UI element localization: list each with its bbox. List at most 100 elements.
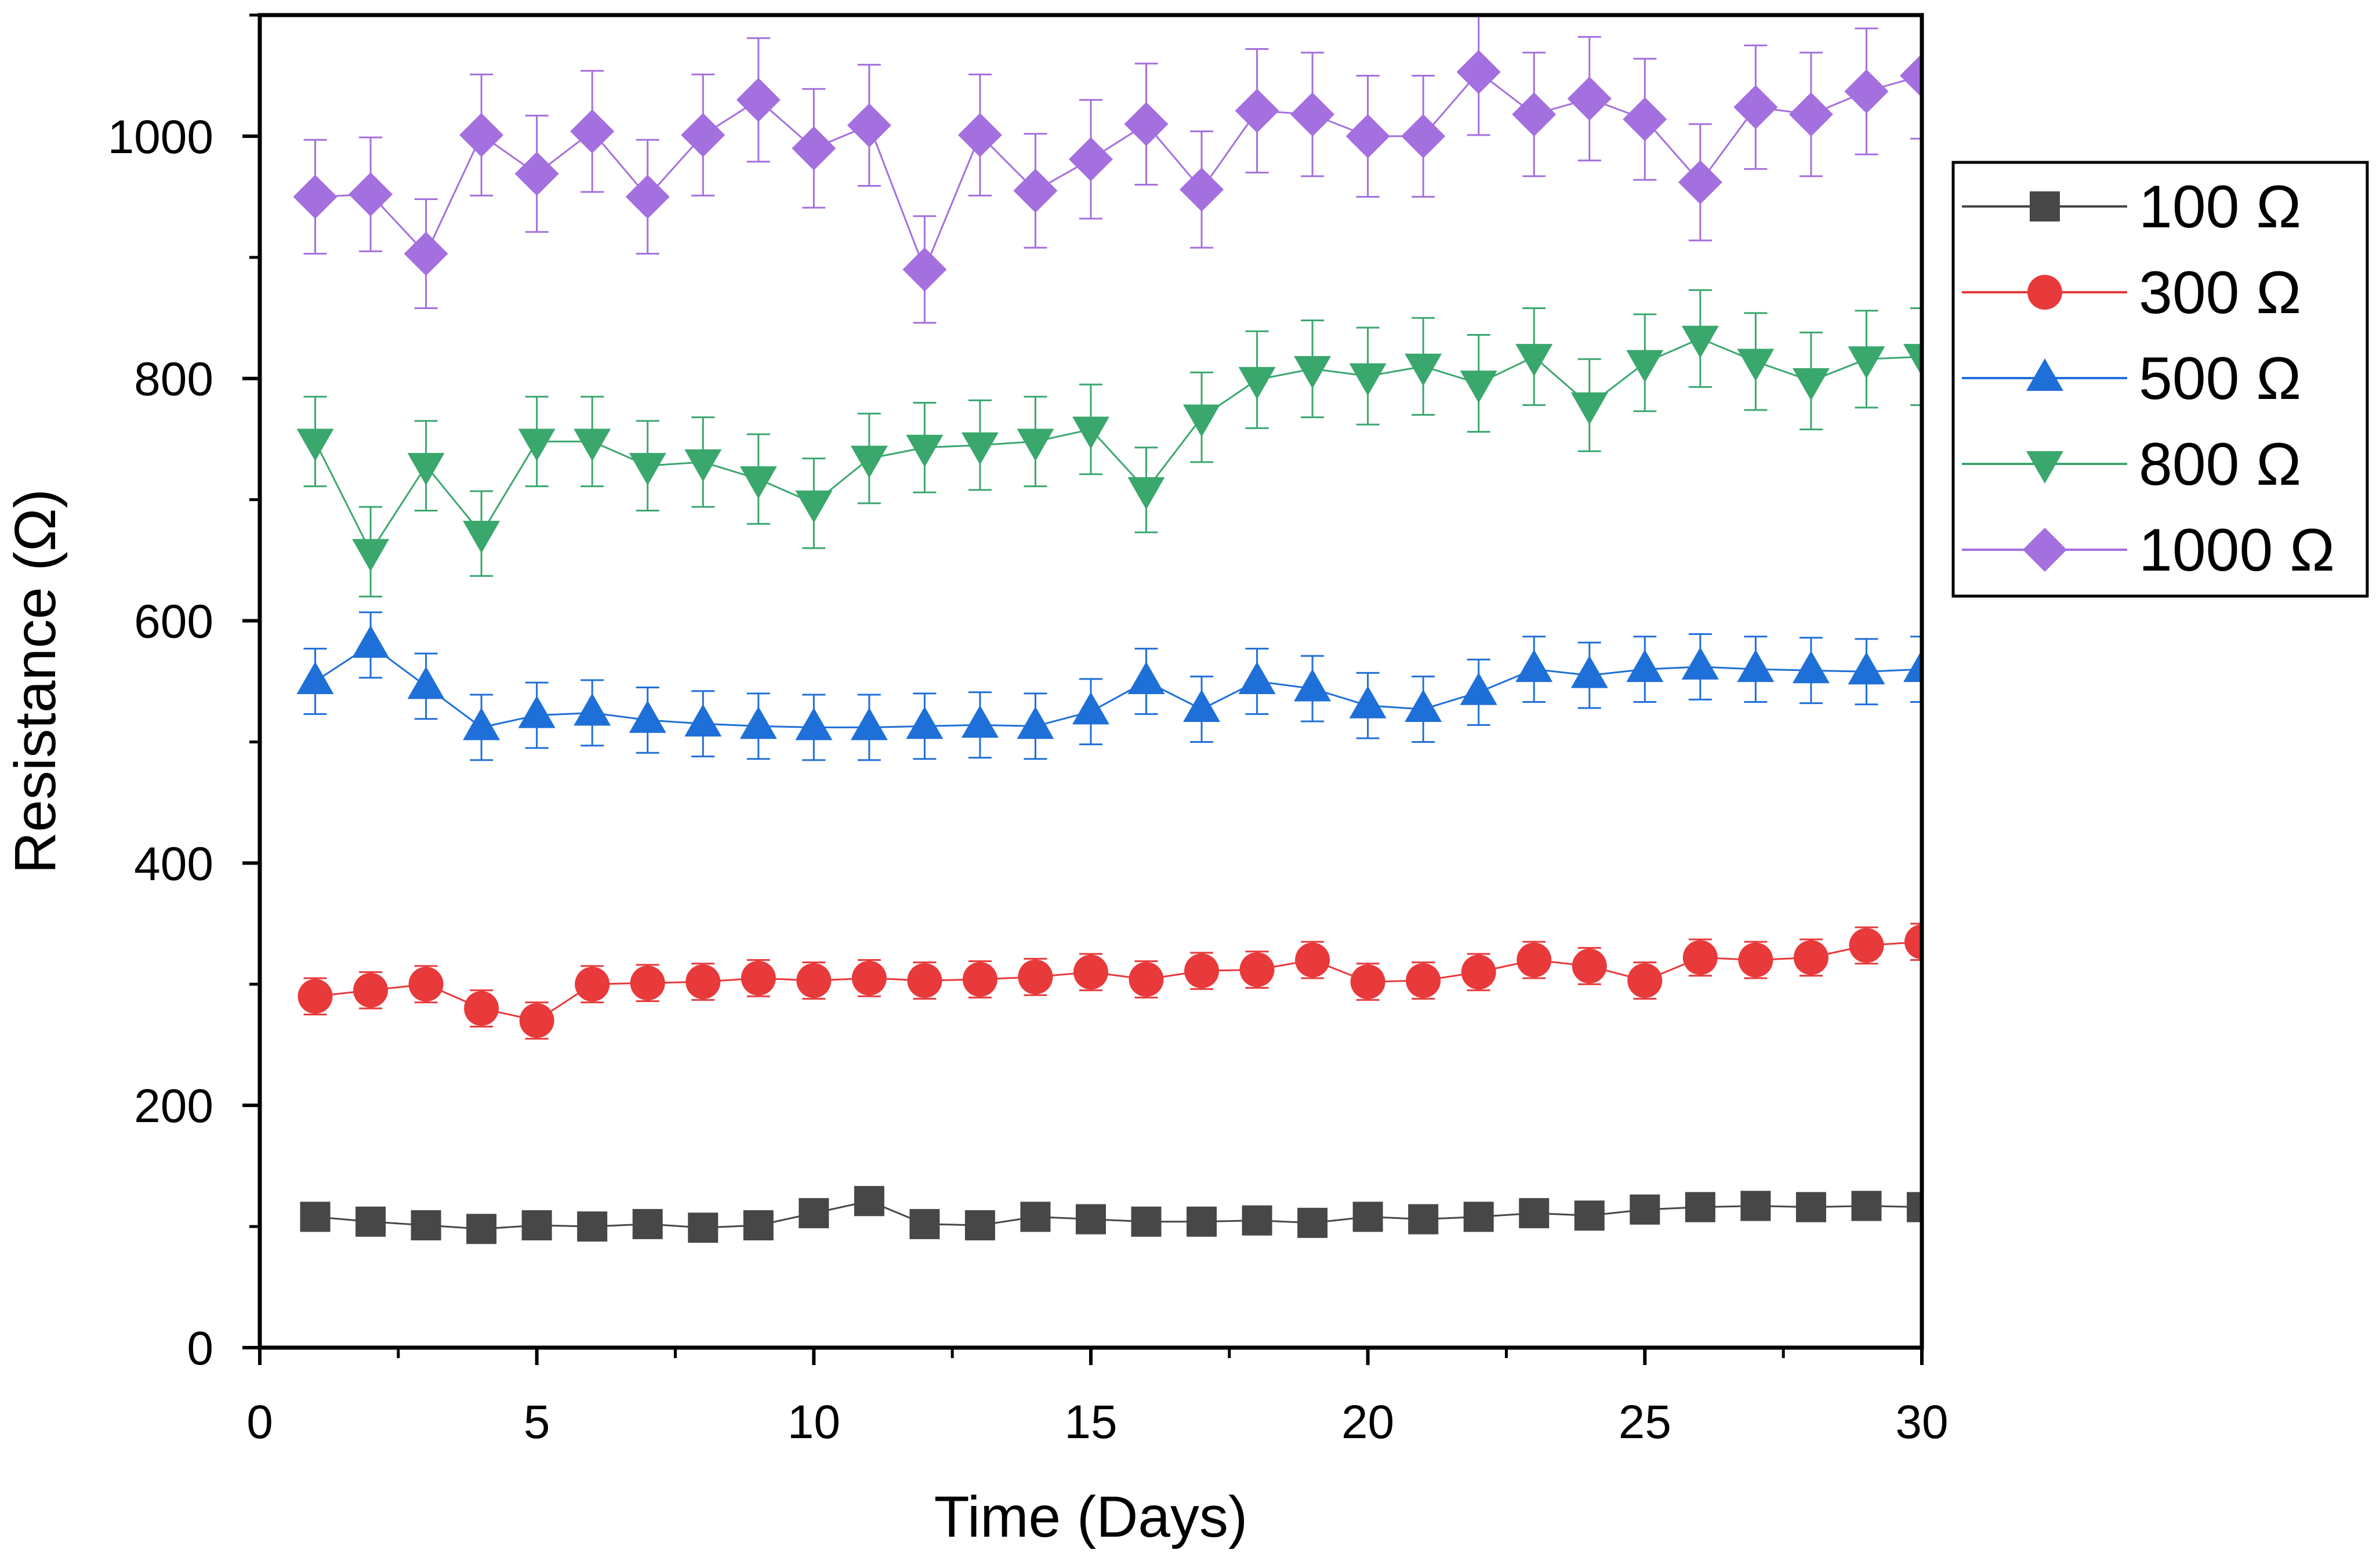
y-tick-label: 800 xyxy=(134,353,213,406)
y-tick-label: 0 xyxy=(187,1322,213,1375)
legend-label: 500 Ω xyxy=(2139,345,2301,412)
data-point xyxy=(1682,940,1718,975)
data-point xyxy=(1294,356,1332,389)
data-point xyxy=(1352,1202,1383,1232)
data-point xyxy=(1681,647,1719,680)
x-tick-label: 25 xyxy=(1619,1396,1671,1449)
data-point xyxy=(795,490,833,523)
data-point xyxy=(684,704,722,737)
data-point xyxy=(1345,114,1390,158)
data-point xyxy=(906,434,944,467)
x-tick-label: 10 xyxy=(788,1396,840,1449)
data-point xyxy=(1627,963,1663,999)
axes: 0 5 10 15 20 25 30 0 200 400 600 800 1000 xyxy=(108,13,1949,1449)
data-point xyxy=(1405,689,1442,723)
data-point xyxy=(352,539,390,572)
data-point xyxy=(685,964,721,1000)
data-point xyxy=(681,112,725,157)
data-point xyxy=(1463,1202,1494,1232)
series-line xyxy=(314,337,1922,554)
data-point xyxy=(1072,692,1109,725)
data-point xyxy=(739,706,777,739)
data-point xyxy=(625,175,670,219)
data-point xyxy=(404,231,448,276)
y-axis-label: Resistance (Ω) xyxy=(3,489,68,874)
legend-marker xyxy=(2023,528,2067,572)
plot-frame xyxy=(257,13,1924,1350)
data-point xyxy=(632,1208,663,1239)
data-point xyxy=(407,453,445,486)
data-point xyxy=(1180,167,1224,212)
data-point xyxy=(1904,924,1922,960)
data-point xyxy=(411,1210,441,1241)
legend-label: 300 Ω xyxy=(2139,259,2301,326)
data-point xyxy=(408,967,444,1002)
data-point xyxy=(1124,102,1169,147)
legend-label: 1000 Ω xyxy=(2139,517,2335,584)
data-point xyxy=(300,1202,331,1232)
data-point xyxy=(1290,92,1335,137)
series-layer xyxy=(293,15,1922,1244)
data-point xyxy=(1020,1202,1051,1232)
data-point xyxy=(1570,392,1608,425)
data-point xyxy=(1519,1198,1550,1229)
data-point xyxy=(464,991,499,1026)
data-point xyxy=(1460,672,1497,705)
data-point xyxy=(850,707,888,741)
data-point xyxy=(1456,50,1501,95)
data-point xyxy=(1127,662,1165,694)
data-point xyxy=(1570,655,1608,688)
data-point xyxy=(1238,662,1276,694)
series-1 xyxy=(300,1186,1922,1244)
data-point xyxy=(736,78,781,122)
data-point xyxy=(298,979,333,1014)
legend-label: 100 Ω xyxy=(2139,173,2301,241)
data-point xyxy=(1626,649,1664,683)
data-point xyxy=(792,126,836,170)
data-point xyxy=(463,521,500,554)
data-point xyxy=(1073,954,1108,990)
data-point xyxy=(1512,92,1557,137)
y-tick-label: 1000 xyxy=(108,111,213,164)
data-point xyxy=(1572,948,1607,983)
data-point xyxy=(1242,1205,1272,1236)
data-point xyxy=(577,1211,608,1242)
data-point xyxy=(1072,416,1109,449)
data-point xyxy=(1848,652,1885,685)
data-point xyxy=(466,1214,497,1244)
data-point xyxy=(1678,160,1722,205)
series-5 xyxy=(293,15,1922,324)
x-axis-label: Time (Days) xyxy=(934,1484,1248,1549)
data-point xyxy=(1792,368,1830,401)
data-point xyxy=(906,706,944,739)
data-point xyxy=(850,445,888,478)
data-point xyxy=(741,960,776,996)
y-tick-label: 400 xyxy=(134,837,213,890)
data-point xyxy=(1405,353,1442,386)
x-tick-label: 15 xyxy=(1064,1396,1117,1449)
data-point xyxy=(1017,706,1054,739)
y-tick-label: 200 xyxy=(134,1080,213,1133)
data-point xyxy=(629,700,666,733)
data-point xyxy=(519,1003,554,1038)
data-point xyxy=(575,967,610,1002)
data-point xyxy=(1460,371,1497,404)
data-point xyxy=(1792,651,1830,684)
data-point xyxy=(574,693,611,726)
x-tick-label: 5 xyxy=(524,1396,550,1449)
data-point xyxy=(630,966,665,1001)
data-point xyxy=(1737,649,1775,683)
data-point xyxy=(1733,85,1778,129)
legend-marker xyxy=(2030,191,2060,222)
data-point xyxy=(1681,325,1719,358)
data-point xyxy=(293,175,338,219)
data-point xyxy=(1187,1206,1217,1237)
data-point xyxy=(854,1186,884,1217)
series-line xyxy=(315,941,1922,1022)
data-point xyxy=(1129,961,1164,997)
data-point xyxy=(851,960,887,996)
data-point xyxy=(355,1206,386,1237)
data-point xyxy=(407,666,445,699)
data-point xyxy=(739,466,777,499)
